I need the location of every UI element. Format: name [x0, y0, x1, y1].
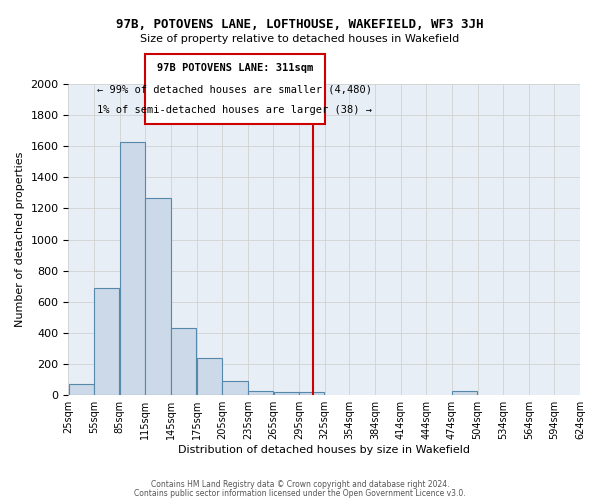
Text: 97B POTOVENS LANE: 311sqm: 97B POTOVENS LANE: 311sqm [157, 63, 313, 73]
Bar [274, 392, 299, 395]
Bar [145, 198, 170, 395]
Text: ← 99% of detached houses are smaller (4,480): ← 99% of detached houses are smaller (4,… [97, 84, 373, 94]
Text: 1% of semi-detached houses are larger (38) →: 1% of semi-detached houses are larger (3… [97, 106, 373, 116]
Bar [248, 390, 273, 395]
Bar [223, 381, 248, 395]
Text: Contains public sector information licensed under the Open Government Licence v3: Contains public sector information licen… [134, 488, 466, 498]
Bar [171, 328, 196, 395]
Bar [452, 390, 477, 395]
Text: Contains HM Land Registry data © Crown copyright and database right 2024.: Contains HM Land Registry data © Crown c… [151, 480, 449, 489]
Bar [197, 358, 222, 395]
X-axis label: Distribution of detached houses by size in Wakefield: Distribution of detached houses by size … [178, 445, 470, 455]
Text: 97B, POTOVENS LANE, LOFTHOUSE, WAKEFIELD, WF3 3JH: 97B, POTOVENS LANE, LOFTHOUSE, WAKEFIELD… [116, 18, 484, 30]
Text: Size of property relative to detached houses in Wakefield: Size of property relative to detached ho… [140, 34, 460, 44]
Y-axis label: Number of detached properties: Number of detached properties [15, 152, 25, 328]
Bar [68, 384, 94, 395]
Bar [299, 392, 325, 395]
Bar [94, 288, 119, 395]
Bar [120, 142, 145, 395]
